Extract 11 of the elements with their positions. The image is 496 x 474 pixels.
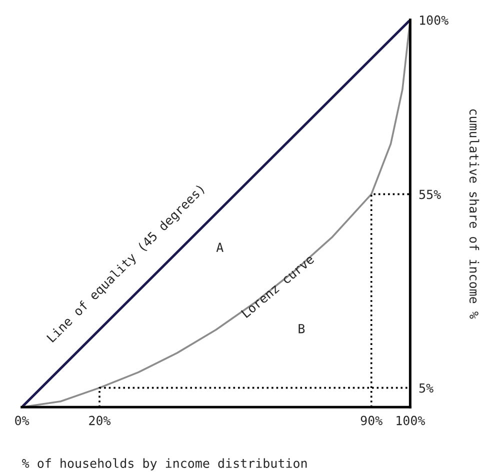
x-axis-title: % of households by income distribution	[22, 458, 307, 470]
x-tick-label: 0%	[15, 416, 30, 426]
x-tick-label: 100%	[396, 416, 426, 426]
x-tick-label: 90%	[360, 416, 382, 426]
annotation: B	[298, 324, 305, 334]
y-axis-title: cumulative share of income %	[469, 109, 480, 319]
x-tick-label: 20%	[89, 416, 111, 426]
y-tick-label: 100%	[420, 15, 448, 25]
y-tick-label: 5%	[419, 383, 434, 393]
y-tick-label: 55%	[419, 190, 441, 200]
annotation: A	[216, 242, 224, 252]
